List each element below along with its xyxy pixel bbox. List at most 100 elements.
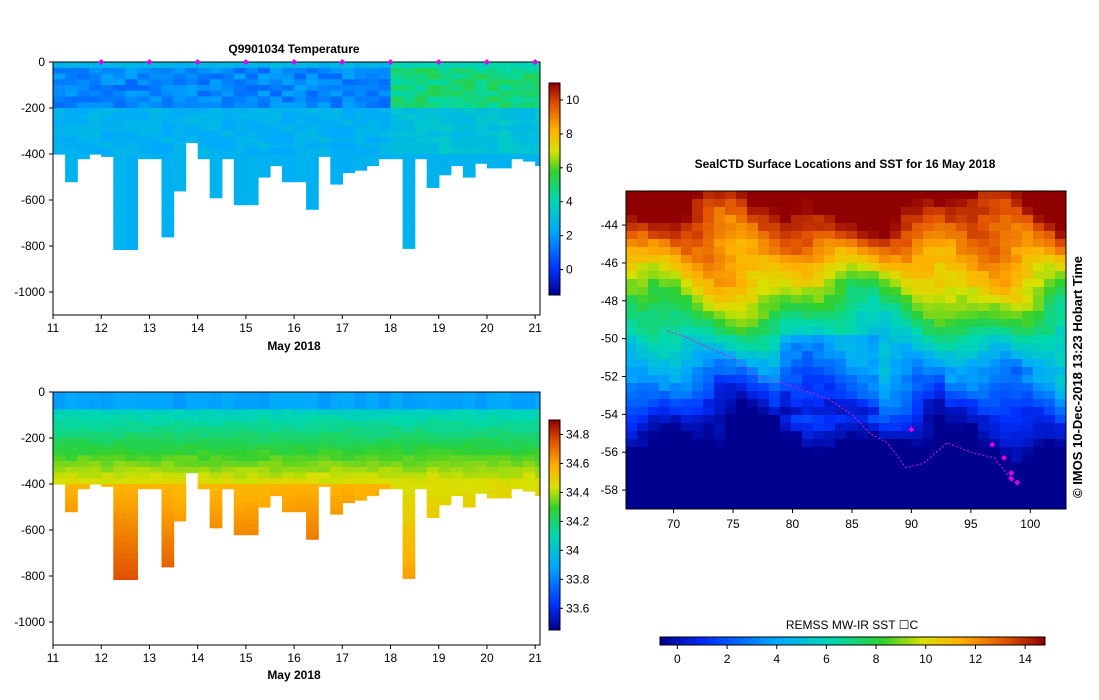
sst-cell (978, 383, 990, 392)
temperature-cell (53, 85, 66, 92)
sst-cell (824, 431, 836, 440)
sst-cell (780, 343, 792, 352)
sst-cell (802, 327, 814, 336)
temperature-cell (511, 96, 524, 103)
sst-cell (901, 239, 913, 248)
sst-cell (923, 487, 935, 496)
sst-cell (670, 391, 682, 400)
temperature-cell (125, 136, 138, 144)
temperature-cell (173, 73, 187, 80)
sst-cell (945, 479, 957, 488)
sst-cell (1033, 279, 1045, 288)
sst-cell (692, 463, 704, 472)
salinity-cell (535, 478, 540, 485)
sst-cell (681, 239, 693, 248)
temperature-cell (282, 119, 295, 126)
salinity-cell (173, 426, 187, 433)
sst-cell (681, 423, 693, 432)
temperature-cell (233, 165, 247, 172)
temperature-cell (270, 154, 283, 161)
salinity-cell (474, 403, 488, 410)
sst-cell (791, 391, 803, 400)
temperature-cell (511, 85, 524, 92)
temperature-cell (354, 96, 368, 103)
temperature-cell (233, 177, 247, 184)
sst-cell (923, 295, 935, 304)
temperature-cell (438, 67, 452, 75)
sst-cell (1055, 359, 1066, 368)
salinity-cell (101, 420, 114, 428)
temperature-cell (77, 79, 90, 86)
salinity-cell (282, 501, 295, 508)
sst-cell (769, 431, 781, 440)
sst-cell (945, 327, 957, 336)
sst-cell (758, 271, 770, 280)
salinity-cell (523, 461, 536, 468)
temperature-cell (101, 102, 114, 109)
salinity-cell (209, 484, 223, 491)
sst-cell (1011, 455, 1023, 464)
temperature-cell (294, 177, 307, 183)
salinity-cell (330, 507, 343, 514)
sst-cell (857, 279, 869, 288)
salinity-cell (113, 512, 126, 520)
salinity-cell (378, 397, 392, 405)
salinity-cell (438, 489, 452, 497)
salinity-cell (450, 466, 464, 474)
temperature-cell (342, 142, 355, 149)
sst-cell (879, 247, 891, 256)
salinity-cell (499, 461, 512, 468)
temperature-cell (185, 119, 199, 126)
salinity-cell (113, 420, 126, 428)
sst-cell (934, 367, 946, 376)
temperature-cell (113, 177, 126, 184)
salinity-cell (378, 420, 392, 428)
sst-cell (637, 391, 649, 400)
sst-cell (813, 199, 825, 208)
sst-cell (780, 199, 792, 208)
temperature-cell (402, 136, 416, 144)
salinity-cell (53, 443, 66, 451)
salinity-cell (89, 397, 102, 405)
sst-cell (890, 263, 902, 272)
sst-cell (648, 263, 660, 272)
sst-cell (857, 239, 869, 248)
sst-cell (978, 495, 990, 504)
sst-cell (802, 487, 814, 496)
sst-cell (1044, 279, 1056, 288)
salinity-cell (245, 438, 259, 445)
sst-cell (945, 319, 957, 328)
sst-cell (835, 431, 847, 440)
salinity-cell (197, 449, 211, 456)
sst-cell (868, 319, 880, 328)
salinity-cell (161, 564, 175, 568)
salinity-cell (77, 466, 90, 474)
salinity-cell (149, 484, 163, 490)
temperature-title: Q9901034 Temperature (228, 42, 360, 56)
salinity-cell (511, 443, 524, 451)
sst-cell (747, 191, 759, 200)
temperature-cell (233, 102, 247, 109)
temperature-cell (523, 102, 536, 109)
x-tick-label: 21 (528, 651, 542, 665)
temperature-cell (173, 148, 187, 155)
sst-cell (780, 383, 792, 392)
salinity-cell (137, 443, 151, 451)
temperature-cell (306, 194, 319, 201)
sst-cell (758, 415, 770, 424)
sst-cell (978, 279, 990, 288)
salinity-cell (402, 484, 416, 491)
sst-cell (813, 463, 825, 472)
salinity-cell (426, 484, 440, 491)
sst-cell (714, 367, 726, 376)
salinity-cell (173, 449, 187, 456)
salinity-cell (294, 484, 307, 491)
sst-cell (703, 439, 715, 448)
temperature-cell (523, 113, 536, 121)
temperature-cell (366, 96, 380, 103)
sst-cell (670, 191, 682, 200)
temperature-cell (101, 136, 114, 144)
temperature-cell (125, 223, 138, 230)
sst-cell (780, 415, 792, 424)
temperature-cell (426, 159, 440, 167)
